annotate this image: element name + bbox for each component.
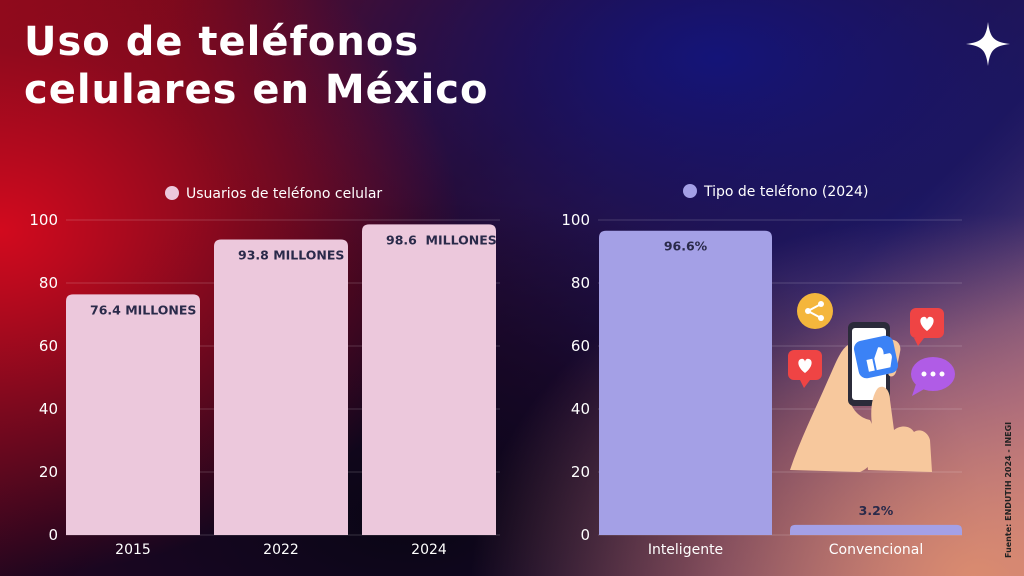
- page-title: Uso de teléfonos celulares en México: [24, 18, 489, 114]
- x-tick-label: Inteligente: [648, 542, 723, 558]
- legend-label: Usuarios de teléfono celular: [186, 186, 382, 202]
- bar: [790, 524, 962, 535]
- x-tick-label: Convencional: [829, 542, 923, 558]
- data-label: 96.6%: [664, 239, 708, 254]
- heart-icon: [788, 350, 822, 388]
- y-tick-label: 100: [561, 211, 590, 229]
- y-tick-label: 40: [571, 400, 590, 418]
- bar: [362, 224, 496, 535]
- source-note: Fuente: ENDUTIH 2024 - INEGI: [1004, 421, 1013, 558]
- chat-dots-icon: [911, 357, 955, 396]
- y-tick-label: 0: [48, 526, 58, 544]
- heart-icon: [910, 308, 944, 346]
- legend-label: Tipo de teléfono (2024): [703, 184, 868, 200]
- sparkle-icon: [966, 22, 1010, 66]
- chart-1: 0 20 40 60 80 100 Usuarios de teléfono celular…: [29, 186, 500, 558]
- y-tick-label: 40: [39, 400, 58, 418]
- data-label: 3.2%: [859, 503, 894, 518]
- data-label: 76.4 MILLONES: [90, 302, 196, 317]
- legend-marker: [683, 184, 697, 198]
- share-icon: [797, 293, 833, 329]
- y-tick-label: 20: [39, 463, 58, 481]
- bar: [599, 230, 772, 535]
- like-icon: [853, 335, 899, 379]
- title-line-1: Uso de teléfonos: [24, 19, 420, 65]
- data-label: 98.6 MILLONES: [386, 232, 497, 247]
- x-tick-label: 2024: [411, 542, 447, 558]
- y-tick-label: 60: [39, 337, 58, 355]
- legend-marker: [165, 186, 179, 200]
- y-tick-label: 80: [571, 274, 590, 292]
- y-tick-label: 80: [39, 274, 58, 292]
- bar: [214, 239, 348, 535]
- y-tick-label: 60: [571, 337, 590, 355]
- title-line-2: celulares en México: [24, 67, 489, 113]
- x-tick-label: 2022: [263, 542, 299, 558]
- y-tick-label: 20: [571, 463, 590, 481]
- bar: [66, 294, 200, 535]
- y-tick-label: 0: [580, 526, 590, 544]
- chart-2: 0 20 40 60 80 100 Tipo de teléfono (2024) 96.6%…: [561, 184, 962, 558]
- y-tick-label: 100: [29, 211, 58, 229]
- data-label: 93.8 MILLONES: [238, 248, 344, 263]
- x-tick-label: 2015: [115, 542, 151, 558]
